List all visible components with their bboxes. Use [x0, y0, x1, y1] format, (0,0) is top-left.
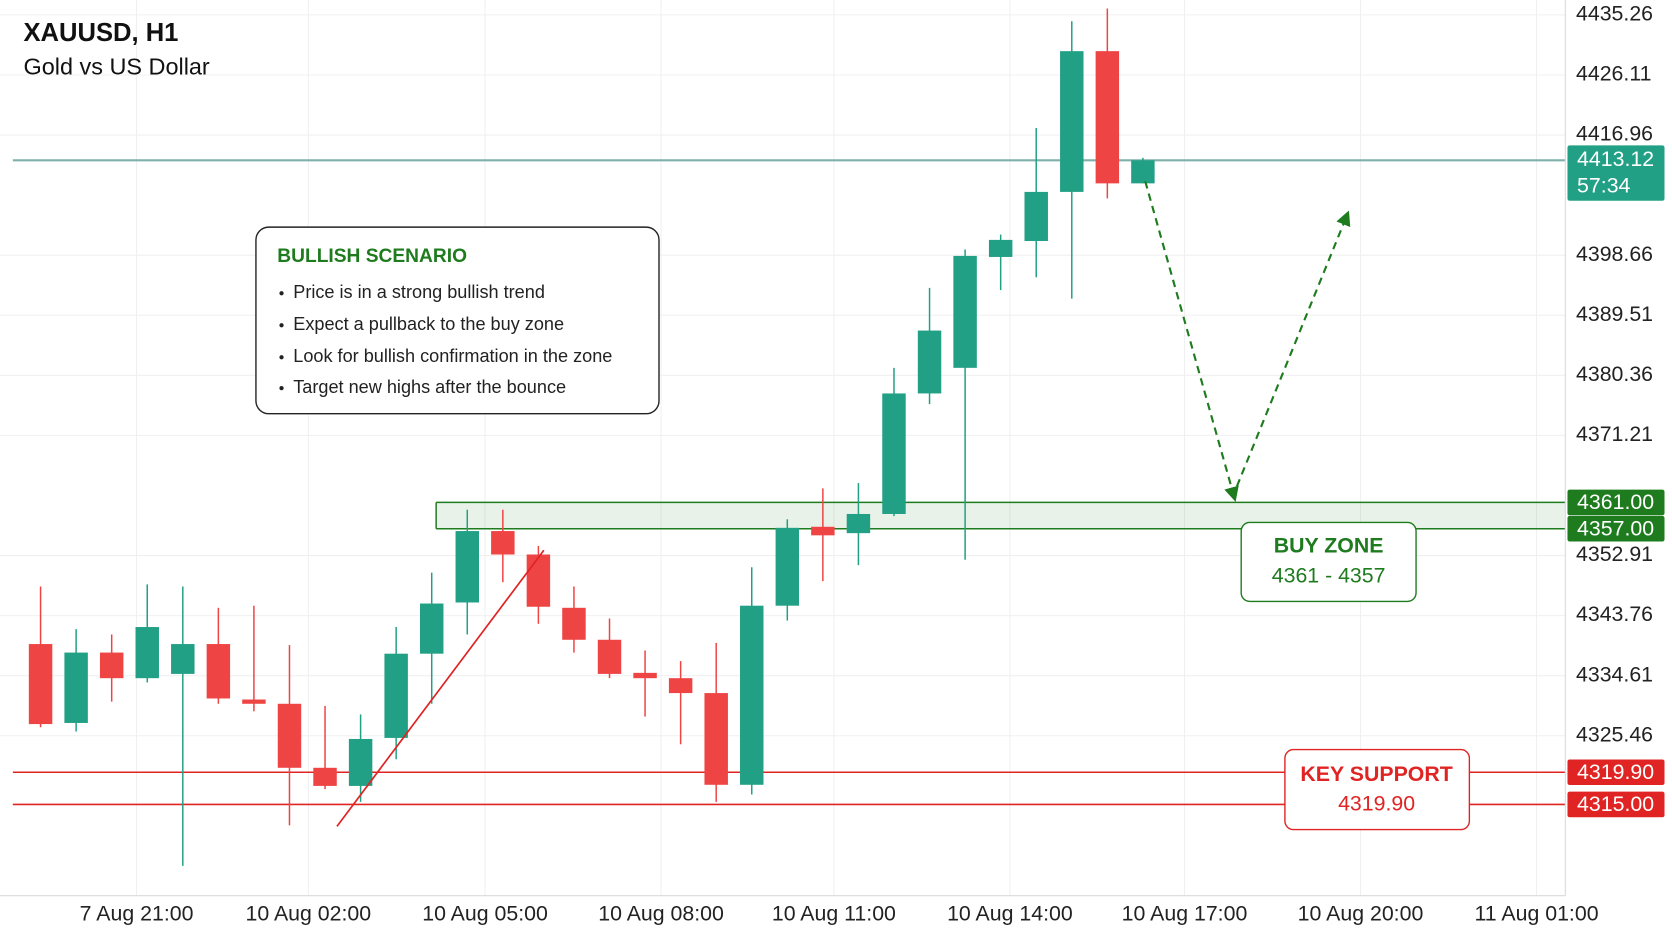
x-tick-label: 7 Aug 21:00 — [80, 902, 194, 926]
candle-body — [882, 393, 906, 514]
x-tick-label: 10 Aug 20:00 — [1298, 902, 1424, 926]
x-tick-label: 10 Aug 02:00 — [246, 902, 372, 926]
candle-body — [64, 652, 88, 723]
support-tag — [1567, 791, 1665, 818]
y-tick-label: 4435.26 — [1576, 2, 1653, 26]
candle-body — [1095, 51, 1120, 184]
y-tick-label: 4352.91 — [1576, 542, 1653, 566]
y-tick-label: 4371.21 — [1576, 422, 1653, 446]
buy-zone-box: BUY ZONE 4361 - 4357 — [1240, 521, 1417, 603]
candle-body — [1060, 51, 1084, 192]
buy-zone-price-label: 4361.00 — [1577, 490, 1654, 514]
candle-body — [455, 531, 480, 603]
bullet — [279, 355, 284, 360]
buy-zone-tag — [1567, 515, 1665, 542]
candle-body — [846, 513, 871, 534]
support-tag — [1567, 759, 1665, 786]
y-tick-label: 4416.96 — [1576, 122, 1653, 146]
candle-body — [171, 644, 195, 674]
candle-body — [988, 239, 1013, 257]
bullet — [279, 291, 284, 296]
x-tick-label: 10 Aug 11:00 — [772, 902, 896, 926]
candle-body — [419, 603, 444, 654]
x-tick-label: 10 Aug 08:00 — [598, 902, 724, 926]
candle-body — [491, 531, 515, 555]
candle-body — [384, 653, 408, 738]
x-tick-label: 11 Aug 01:00 — [1475, 902, 1599, 926]
y-tick-label: 4380.36 — [1576, 362, 1653, 386]
y-tick-label: 4343.76 — [1576, 602, 1653, 626]
annotation-title: BULLISH SCENARIO — [277, 246, 467, 267]
candle-body — [704, 693, 728, 785]
candle-body — [526, 554, 551, 607]
buy-zone-title: BUY ZONE — [1274, 534, 1384, 558]
support-price-label: 4315.00 — [1577, 792, 1654, 816]
y-tick-label: 4398.66 — [1576, 242, 1653, 266]
candle-body — [206, 644, 231, 699]
candle-body — [135, 627, 159, 679]
x-tick-label: 10 Aug 05:00 — [422, 902, 548, 926]
candle-body — [811, 526, 835, 536]
y-tick-label: 4389.51 — [1576, 302, 1653, 326]
y-tick-label: 4334.61 — [1576, 662, 1653, 686]
zones — [12, 159, 1566, 806]
candle-body — [562, 607, 586, 640]
buy-zone-range: 4361 - 4357 — [1272, 563, 1386, 587]
y-tick-label: 4325.46 — [1576, 722, 1653, 746]
trend-line — [336, 549, 545, 827]
candles — [28, 8, 1155, 866]
annotation-item: Target new highs after the bounce — [293, 377, 566, 397]
candle-body — [313, 767, 337, 786]
candle-body — [242, 699, 266, 704]
annotation-frame — [255, 226, 660, 415]
bullet — [279, 323, 284, 328]
candle-body — [668, 678, 693, 694]
support-price-label: 4319.90 — [1577, 760, 1654, 784]
current-price-tag — [1567, 145, 1665, 201]
x-tick-label: 10 Aug 14:00 — [947, 902, 1073, 926]
axes: 4435.26 4426.11 4416.96 4398.66 4389.51 4380.… — [80, 2, 1653, 926]
target-arrow — [1235, 210, 1351, 487]
key-support-frame — [1284, 748, 1471, 831]
candle-body — [348, 738, 373, 786]
buy-zone-tag — [1567, 489, 1665, 516]
candle-body — [775, 527, 800, 606]
chart-subtitle: Gold vs US Dollar — [23, 53, 209, 79]
candle-body — [277, 703, 302, 768]
bullet — [279, 385, 284, 391]
buy-zone-frame — [1240, 521, 1417, 603]
pullback-arrow — [1144, 180, 1239, 502]
key-support-title: KEY SUPPORT — [1300, 762, 1452, 786]
y-tick-label: 4426.11 — [1576, 62, 1651, 86]
annotation-item: Price is in a strong bullish trend — [293, 282, 545, 302]
candle-body — [917, 330, 942, 394]
candle-body — [953, 255, 977, 368]
buy-zone-price-label: 4357.00 — [1577, 516, 1654, 540]
x-tick-label: 10 Aug 17:00 — [1122, 902, 1248, 926]
candle-body — [99, 652, 124, 679]
candle-body — [1024, 191, 1048, 242]
annotation-box: BULLISH SCENARIO Price is in a strong bu… — [255, 226, 660, 415]
annotation-item: Look for bullish confirmation in the zon… — [293, 346, 612, 366]
candle-body — [740, 605, 764, 785]
countdown-label: 57:34 — [1577, 174, 1630, 198]
chart-title: XAUUSD, H1 — [23, 19, 178, 47]
candle-body — [633, 672, 657, 679]
key-support-value: 4319.90 — [1338, 792, 1415, 816]
annotation-item: Expect a pullback to the buy zone — [293, 314, 564, 334]
candle-body — [28, 644, 53, 725]
grid — [0, 0, 1566, 896]
key-support-box: KEY SUPPORT 4319.90 — [1284, 748, 1471, 831]
current-price-label: 4413.12 — [1577, 147, 1654, 171]
candle-body — [1131, 160, 1155, 184]
candle-body — [597, 639, 622, 674]
